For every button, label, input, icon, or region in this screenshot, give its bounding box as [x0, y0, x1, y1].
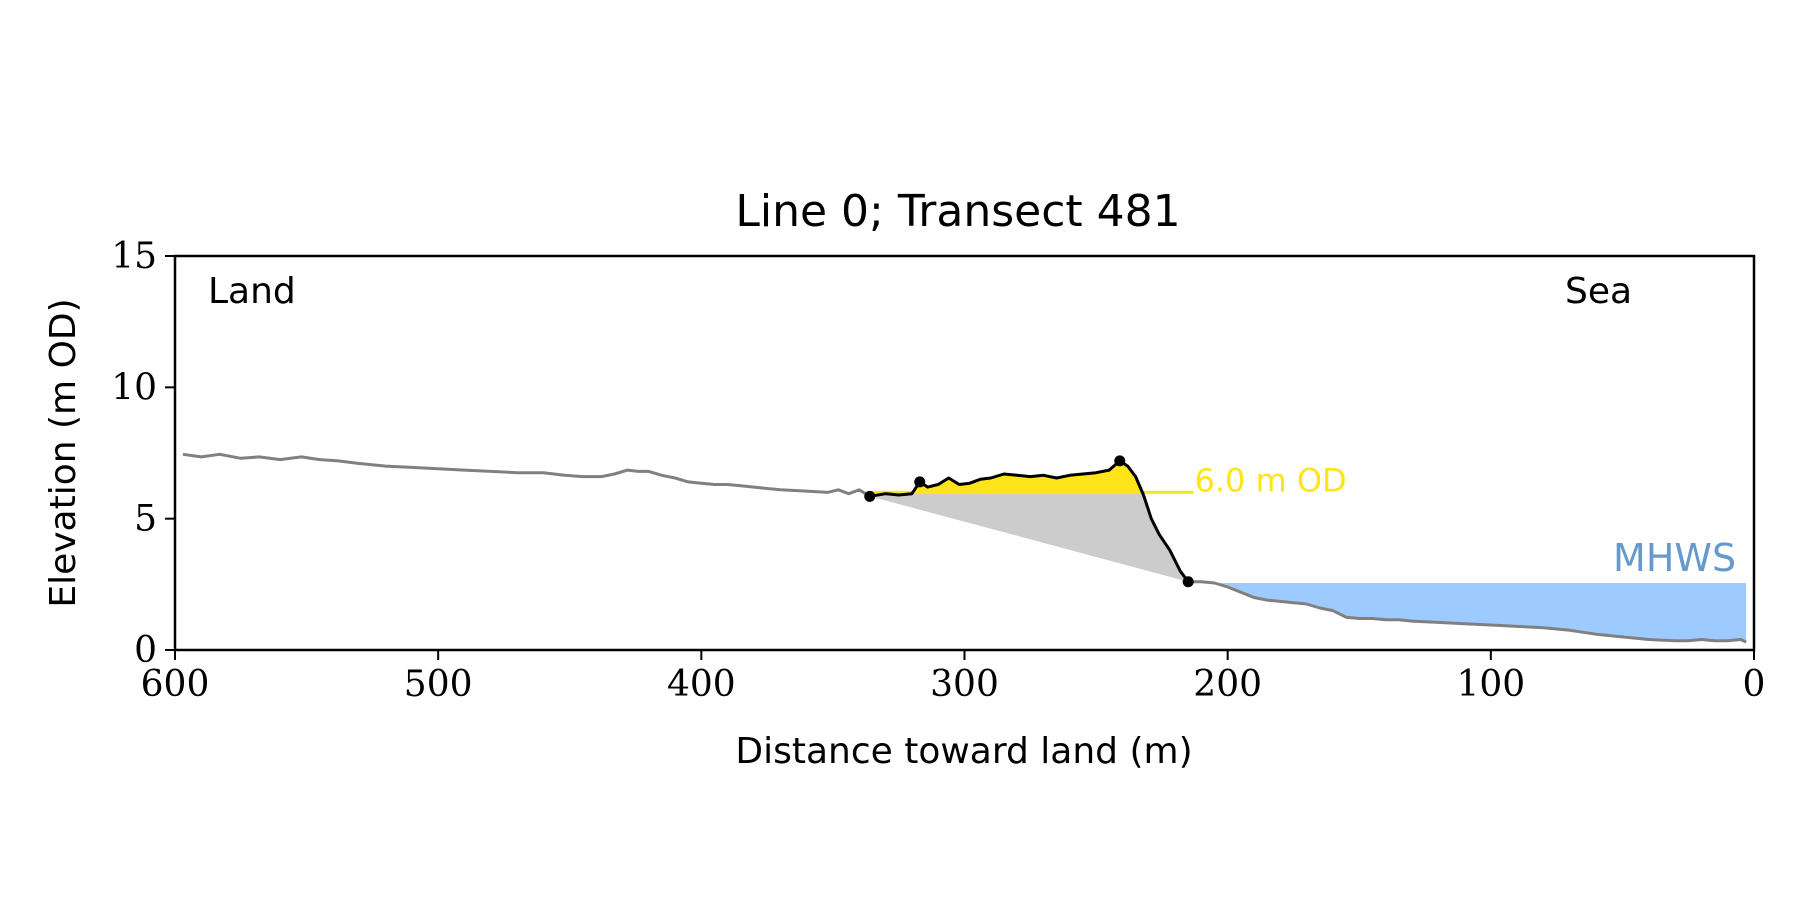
y-tick-label: 10	[111, 367, 157, 408]
series-layer	[182, 452, 1747, 644]
y-tick-label: 5	[134, 499, 157, 540]
y-axis-label: Elevation (m OD)	[43, 298, 84, 607]
y-tick-label: 0	[134, 630, 157, 671]
x-axis: 600 500 400 300 200 100 0	[141, 650, 1766, 705]
wedge-layer	[869, 492, 1189, 582]
dune-wedge-fill	[869, 492, 1189, 582]
mhws-layer	[1188, 583, 1747, 643]
y-axis: 0 5 10 15	[111, 236, 175, 671]
mhws-water-fill	[1188, 583, 1747, 643]
points-layer	[864, 455, 1194, 588]
threshold-label: 6.0 m OD	[1194, 461, 1346, 499]
x-tick-label: 500	[404, 664, 473, 705]
x-tick-label: 600	[141, 664, 210, 705]
key-point	[1114, 455, 1126, 467]
key-point	[914, 476, 926, 488]
dune-profile-line	[869, 459, 1190, 583]
x-tick-label: 0	[1743, 664, 1766, 705]
x-axis-label: Distance toward land (m)	[735, 731, 1192, 772]
key-point	[1182, 576, 1194, 588]
x-tick-label: 200	[1193, 664, 1262, 705]
x-tick-label: 100	[1456, 664, 1525, 705]
x-tick-label: 400	[667, 664, 736, 705]
land-label: Land	[208, 271, 296, 312]
profile-seaward-line	[1188, 580, 1747, 644]
x-tick-label: 300	[930, 664, 999, 705]
mhws-label: MHWS	[1613, 536, 1736, 580]
key-point	[864, 490, 876, 502]
sea-label: Sea	[1565, 271, 1632, 312]
y-tick-label: 15	[111, 236, 157, 277]
chart-title: Line 0; Transect 481	[735, 186, 1180, 237]
profile-landward-line	[182, 452, 871, 498]
